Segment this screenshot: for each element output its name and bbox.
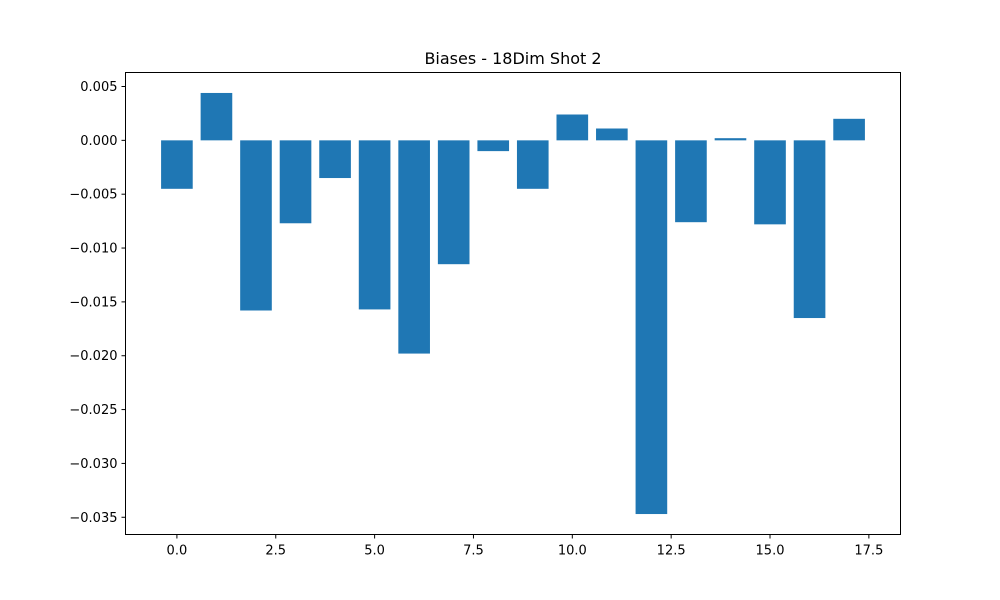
plot-frame — [125, 72, 901, 535]
y-tick-label: −0.035 — [69, 511, 117, 526]
bar-10 — [556, 114, 589, 141]
y-tick-label: −0.015 — [69, 295, 117, 310]
y-tick-label: −0.010 — [69, 242, 117, 257]
bar-14 — [714, 138, 747, 141]
bar-15 — [754, 140, 786, 225]
x-tick-label: 12.5 — [657, 544, 686, 559]
x-tick-label: 5.0 — [364, 544, 385, 559]
y-axis: 0.005 0.000 −0.005 −0.010 −0.015 −0.020 −0.025… — [69, 80, 126, 526]
bar-16 — [793, 140, 826, 319]
x-tick-label: 17.5 — [854, 544, 883, 559]
bar-5 — [358, 140, 391, 310]
bar-3 — [279, 140, 312, 224]
bar-0 — [161, 140, 193, 189]
bar-8 — [477, 140, 510, 152]
y-tick-label: 0.000 — [80, 134, 117, 149]
bar-2 — [240, 140, 272, 311]
y-tick-label: −0.020 — [69, 349, 117, 364]
chart-title: Biases - 18Dim Shot 2 — [424, 49, 601, 68]
bar-12 — [635, 140, 668, 515]
bar-7 — [437, 140, 470, 265]
x-tick-label: 2.5 — [265, 544, 286, 559]
bar-9 — [516, 140, 549, 189]
y-tick-label: −0.005 — [69, 188, 117, 203]
x-tick-label: 7.5 — [463, 544, 484, 559]
x-tick-label: 10.0 — [558, 544, 587, 559]
bar-11 — [596, 128, 628, 141]
bars-group — [161, 92, 865, 515]
x-tick-label: 15.0 — [756, 544, 785, 559]
x-axis: 0.0 2.5 5.0 7.5 10.0 12.5 15.0 17.5 — [167, 534, 883, 559]
bar-17 — [833, 118, 865, 141]
bar-6 — [398, 140, 430, 354]
y-tick-label: −0.025 — [69, 403, 117, 418]
bar-1 — [200, 92, 233, 141]
bar-4 — [319, 140, 351, 179]
x-tick-label: 0.0 — [167, 544, 188, 559]
y-tick-label: −0.030 — [69, 457, 117, 472]
y-tick-label: 0.005 — [80, 80, 117, 95]
bar-13 — [675, 140, 707, 223]
